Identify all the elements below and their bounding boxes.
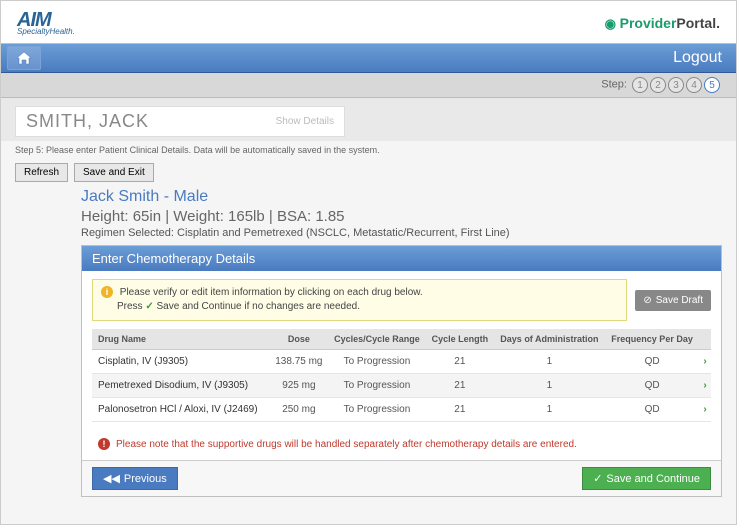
chevron-right-icon: ›	[703, 380, 706, 391]
table-row[interactable]: Cisplatin, IV (J9305)138.75 mgTo Progres…	[92, 350, 711, 374]
step-circle-5[interactable]: 5	[704, 77, 720, 93]
rewind-icon: ◀◀	[103, 472, 120, 485]
previous-label: Previous	[124, 473, 167, 485]
brand-dot: .	[716, 15, 720, 31]
table-cell: Palonosetron HCl / Aloxi, IV (J2469)	[92, 398, 270, 422]
drugs-table: Drug NameDoseCycles/Cycle RangeCycle Len…	[92, 329, 711, 422]
home-button[interactable]	[7, 46, 41, 70]
table-header-row: Drug NameDoseCycles/Cycle RangeCycle Len…	[92, 329, 711, 350]
main-content: Jack Smith - Male Height: 65in | Weight:…	[1, 188, 736, 507]
step-circle-3[interactable]: 3	[668, 77, 684, 93]
table-cell: 138.75 mg	[270, 350, 328, 374]
table-row[interactable]: Palonosetron HCl / Aloxi, IV (J2469)250 …	[92, 398, 711, 422]
table-cell: To Progression	[328, 398, 426, 422]
table-body: Cisplatin, IV (J9305)138.75 mgTo Progres…	[92, 350, 711, 422]
ban-icon: ⊘	[643, 295, 651, 306]
chemo-panel: Enter Chemotherapy Details i Please veri…	[81, 245, 722, 497]
table-cell: 21	[426, 374, 494, 398]
step-label: Step:	[601, 79, 627, 91]
save-draft-button[interactable]: ⊘ Save Draft	[635, 290, 711, 311]
table-cell: 1	[494, 398, 605, 422]
brand-logo-right: ◉ ProviderPortal.	[605, 15, 720, 32]
patient-search-box: SMITH, JACK Show Details	[15, 106, 345, 137]
warning-note-row: ! Please note that the supportive drugs …	[82, 428, 721, 460]
action-button-row: Refresh Save and Exit	[1, 159, 736, 188]
table-column-header	[699, 329, 711, 350]
home-icon	[16, 51, 32, 65]
table-cell: To Progression	[328, 374, 426, 398]
row-expand-cell[interactable]: ›	[699, 374, 711, 398]
table-column-header: Days of Administration	[494, 329, 605, 350]
brand-aim-sub: SpecialtyHealth.	[17, 27, 75, 36]
table-column-header: Dose	[270, 329, 328, 350]
patient-vitals-line: Height: 65in | Weight: 165lb | BSA: 1.85	[81, 208, 722, 225]
row-expand-cell[interactable]: ›	[699, 398, 711, 422]
table-row[interactable]: Pemetrexed Disodium, IV (J9305)925 mgTo …	[92, 374, 711, 398]
previous-button[interactable]: ◀◀ Previous	[92, 467, 178, 490]
patient-search-row: SMITH, JACK Show Details	[1, 98, 736, 141]
chevron-right-icon: ›	[703, 356, 706, 367]
warning-note-text: Please note that the supportive drugs wi…	[116, 439, 577, 450]
info-line2-prefix: Press	[117, 301, 145, 312]
table-column-header: Frequency Per Day	[605, 329, 699, 350]
wizard-steps-row: Step: 12345	[1, 73, 736, 98]
table-cell: Cisplatin, IV (J9305)	[92, 350, 270, 374]
check-icon: ✓	[145, 301, 153, 312]
table-cell: To Progression	[328, 350, 426, 374]
step-circle-2[interactable]: 2	[650, 77, 666, 93]
patient-name-line: Jack Smith - Male	[81, 188, 722, 206]
logout-link[interactable]: Logout	[673, 49, 722, 67]
continue-label: Save and Continue	[606, 473, 700, 485]
table-cell: 925 mg	[270, 374, 328, 398]
warning-icon: !	[98, 438, 110, 450]
table-cell: QD	[605, 350, 699, 374]
panel-title: Enter Chemotherapy Details	[82, 246, 721, 271]
save-exit-button[interactable]: Save and Exit	[74, 163, 154, 182]
show-details-link[interactable]: Show Details	[276, 116, 334, 127]
chevron-right-icon: ›	[703, 404, 706, 415]
table-cell: 1	[494, 350, 605, 374]
table-cell: QD	[605, 374, 699, 398]
table-column-header: Drug Name	[92, 329, 270, 350]
step-circle-4[interactable]: 4	[686, 77, 702, 93]
table-cell: Pemetrexed Disodium, IV (J9305)	[92, 374, 270, 398]
table-cell: 250 mg	[270, 398, 328, 422]
check-icon: ✓	[593, 472, 602, 485]
row-expand-cell[interactable]: ›	[699, 350, 711, 374]
table-cell: 21	[426, 398, 494, 422]
brand-logo-left: AIM SpecialtyHealth.	[17, 11, 75, 36]
step-instruction: Step 5: Please enter Patient Clinical De…	[1, 141, 736, 159]
refresh-button[interactable]: Refresh	[15, 163, 68, 182]
save-continue-button[interactable]: ✓ Save and Continue	[582, 467, 711, 490]
top-nav-bar: Logout	[1, 43, 736, 73]
info-message-box: i Please verify or edit item information…	[92, 279, 627, 321]
table-column-header: Cycle Length	[426, 329, 494, 350]
info-icon: i	[101, 286, 113, 298]
table-column-header: Cycles/Cycle Range	[328, 329, 426, 350]
info-line1: Please verify or edit item information b…	[120, 287, 423, 298]
panel-footer: ◀◀ Previous ✓ Save and Continue	[82, 460, 721, 496]
table-cell: 21	[426, 350, 494, 374]
table-cell: 1	[494, 374, 605, 398]
panel-info-row: i Please verify or edit item information…	[92, 279, 711, 321]
step-circle-1[interactable]: 1	[632, 77, 648, 93]
patient-regimen-line: Regimen Selected: Cisplatin and Pemetrex…	[81, 227, 722, 239]
table-cell: QD	[605, 398, 699, 422]
patient-name-header: SMITH, JACK	[26, 111, 149, 132]
brand-provider: Provider	[620, 15, 677, 31]
app-header: AIM SpecialtyHealth. ◉ ProviderPortal.	[1, 1, 736, 43]
save-draft-label: Save Draft	[656, 295, 703, 306]
info-line2-suffix: Save and Continue if no changes are need…	[157, 301, 361, 312]
brand-portal: Portal	[676, 15, 716, 31]
